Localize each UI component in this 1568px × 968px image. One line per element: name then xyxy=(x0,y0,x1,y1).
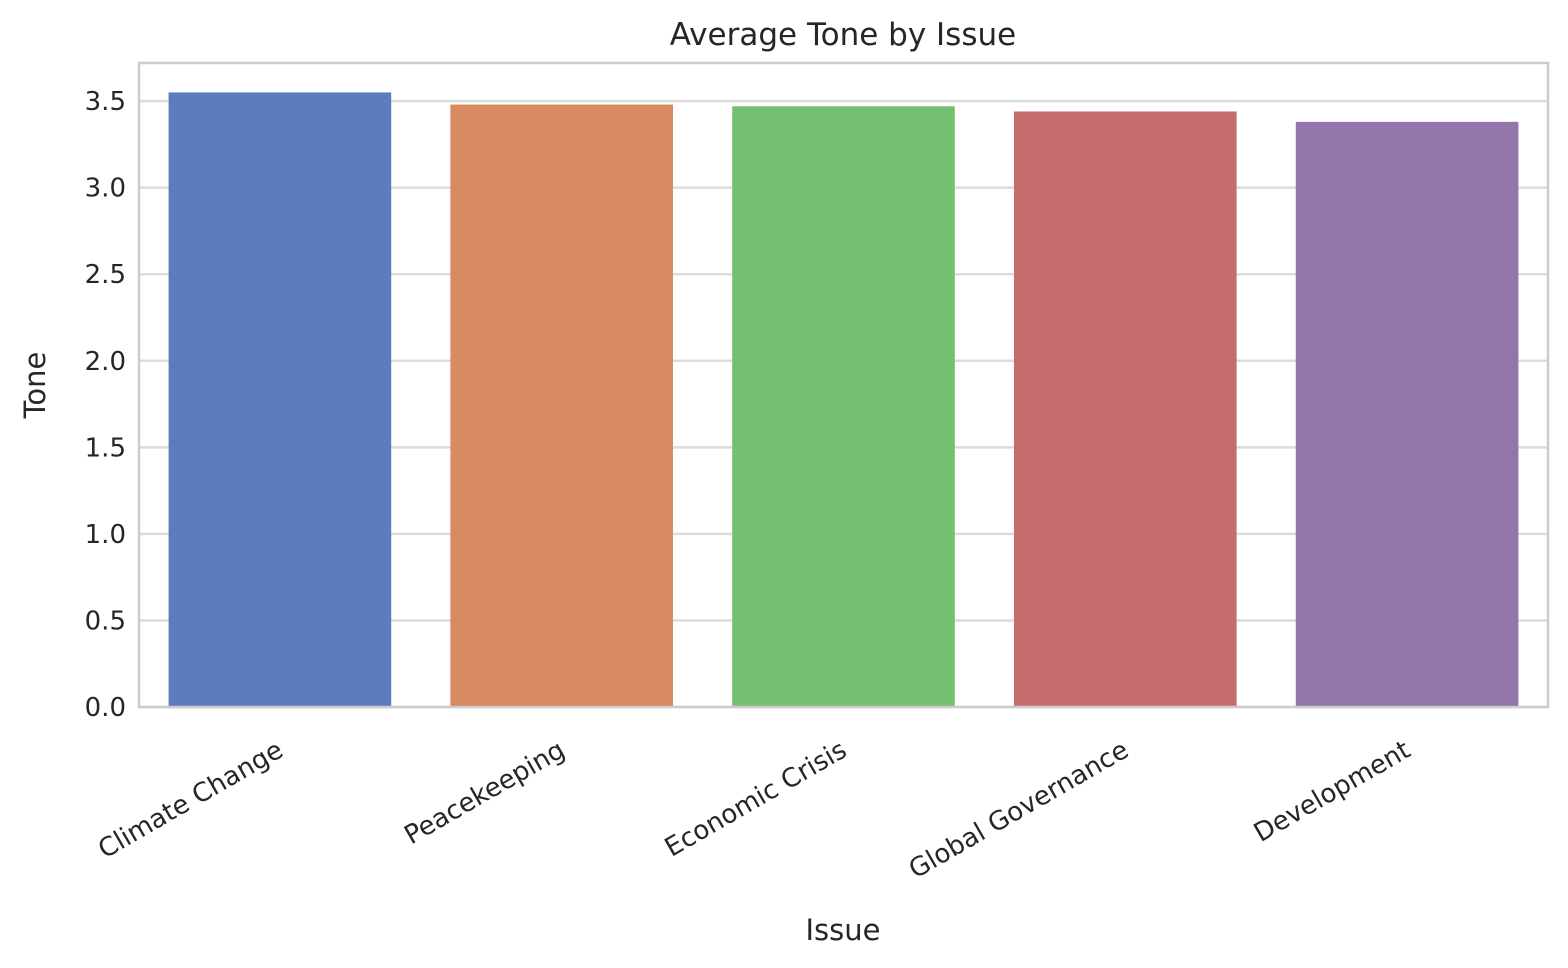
y-tick-label: 0.5 xyxy=(85,606,126,636)
y-axis-label: Tone xyxy=(18,352,52,420)
y-tick-label: 1.0 xyxy=(85,520,126,550)
x-tick-label: Global Governance xyxy=(904,735,1134,885)
y-tick-label: 2.5 xyxy=(85,260,126,290)
y-tick-label: 0.0 xyxy=(85,693,126,723)
bar xyxy=(732,106,955,708)
x-tick-label: Climate Change xyxy=(93,735,288,865)
plot-frame xyxy=(137,61,1550,709)
y-tick-labels: 0.0 0.5 1.0 1.5 2.0 2.5 3.0 3.5 xyxy=(85,87,126,723)
x-tick-label: Development xyxy=(1249,735,1416,848)
x-tick-label: Peacekeeping xyxy=(399,735,570,851)
y-tick-label: 3.0 xyxy=(85,174,126,204)
x-tick-label: Economic Crisis xyxy=(660,735,852,863)
y-tick-label: 1.5 xyxy=(85,433,126,463)
x-axis-label: Issue xyxy=(806,913,881,947)
y-tick-label: 2.0 xyxy=(85,347,126,377)
y-tick-label: 3.5 xyxy=(85,87,126,117)
chart-title: Average Tone by Issue xyxy=(670,17,1016,53)
x-tick-labels: Climate Change Peacekeeping Economic Crisi… xyxy=(93,735,1415,885)
bar xyxy=(450,104,674,707)
bar xyxy=(168,92,392,707)
bars xyxy=(168,92,1519,708)
bar xyxy=(1013,111,1237,707)
bar xyxy=(1295,121,1519,707)
